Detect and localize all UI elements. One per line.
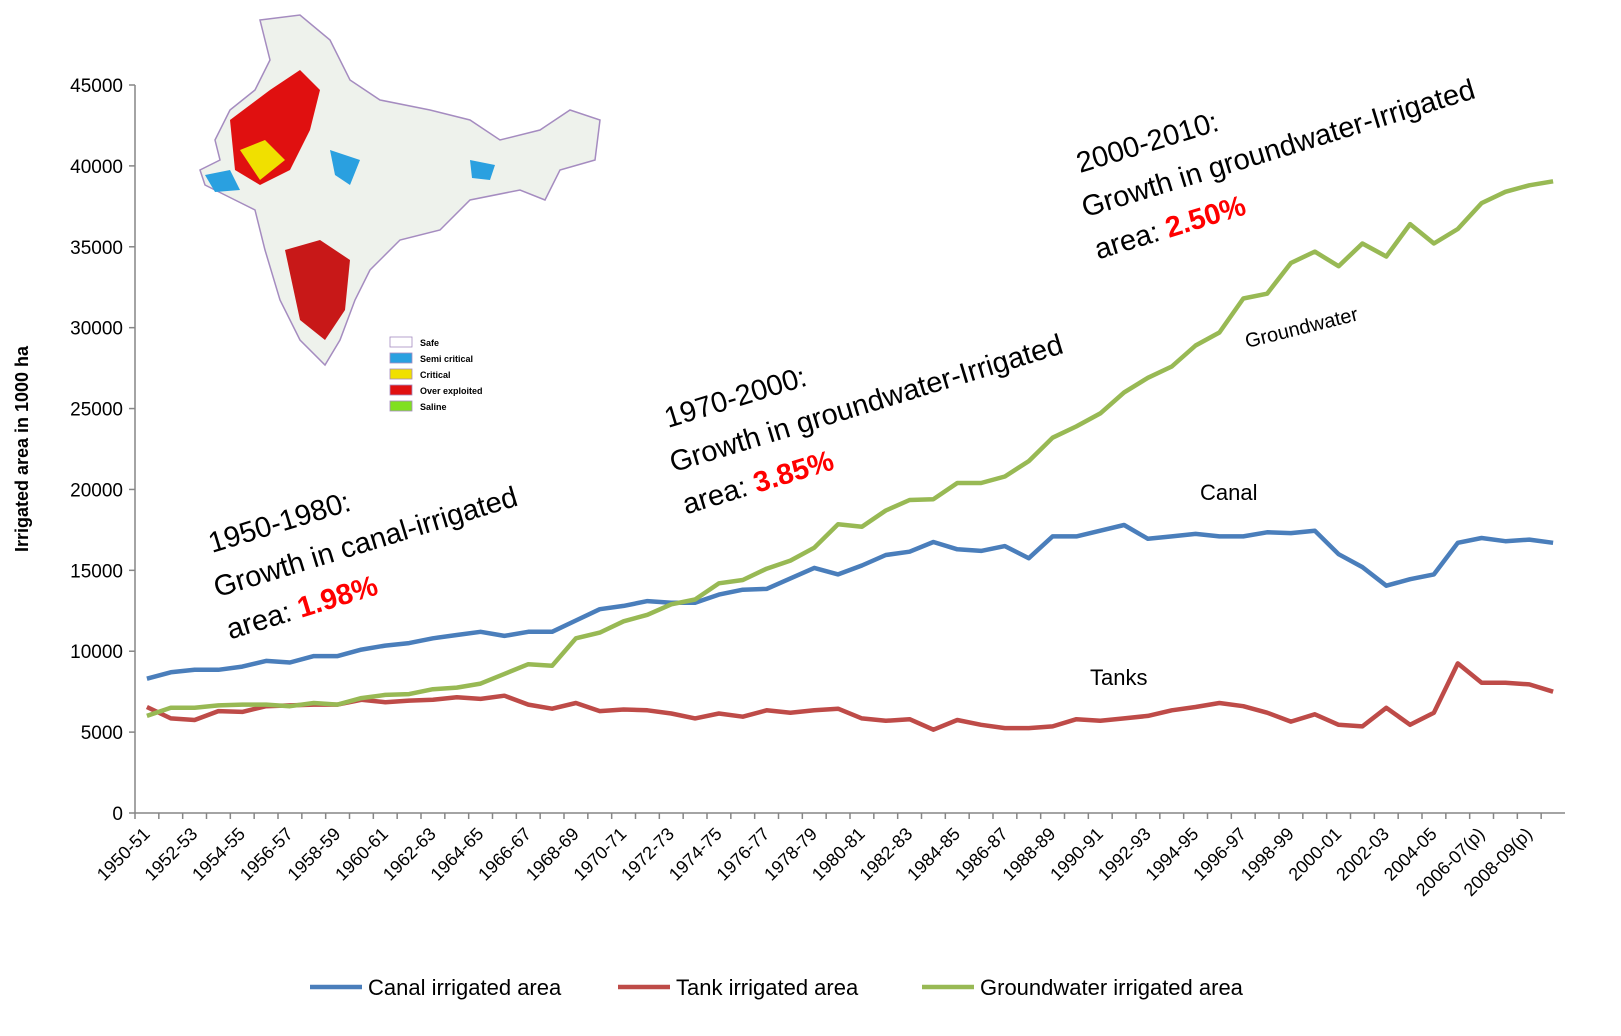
line-label: Tanks (1090, 665, 1147, 690)
y-tick-label: 45000 (70, 76, 123, 97)
map-region (470, 160, 495, 180)
legend-label: Canal irrigated area (368, 975, 562, 1000)
map-region (330, 150, 360, 185)
map-region (205, 170, 240, 192)
map-legend-swatch (389, 336, 413, 348)
y-tick-label: 35000 (70, 238, 123, 259)
map-legend-swatch (389, 400, 413, 412)
series-line (145, 661, 1554, 732)
line-label: Groundwater (1243, 303, 1361, 352)
series-line (146, 179, 1554, 719)
line-label: Canal (1200, 480, 1257, 505)
y-axis-label: Irrigated area in 1000 ha (12, 345, 32, 552)
annotation-rate-value: 1.98% (294, 570, 382, 625)
y-tick-label: 20000 (70, 480, 123, 501)
annotation-rate-label: area: (1091, 216, 1164, 266)
annotation-rate-label: area: (679, 471, 752, 521)
map-legend-swatch (389, 384, 413, 396)
map-legend-label: Safe (420, 338, 439, 348)
y-tick-label: 40000 (70, 157, 123, 178)
map-legend-label: Saline (420, 402, 447, 412)
annotation-rate-label: area: (223, 596, 296, 646)
annotation-rate-value: 2.50% (1162, 190, 1250, 245)
annotation: 2000-2010:Growth in groundwater-Irrigate… (1073, 74, 1479, 266)
legend-label: Groundwater irrigated area (980, 975, 1244, 1000)
y-tick-label: 0 (112, 804, 123, 825)
series-line (146, 522, 1554, 681)
map-legend-swatch (389, 352, 413, 364)
y-tick-label: 15000 (70, 561, 123, 582)
y-tick-label: 5000 (81, 723, 123, 744)
map-shape (199, 14, 601, 367)
map-region (240, 140, 285, 180)
map-legend-swatch (389, 368, 413, 380)
y-tick-label: 10000 (70, 642, 123, 663)
map-inset (199, 14, 601, 367)
annotation: 1970-2000:Growth in groundwater-Irrigate… (661, 329, 1067, 521)
map-legend-label: Semi critical (420, 354, 473, 364)
annotation: 1950-1980:Growth in canal-irrigatedarea:… (205, 481, 522, 646)
annotation-rate-value: 3.85% (750, 445, 838, 500)
map-legend-label: Over exploited (420, 386, 483, 396)
legend-label: Tank irrigated area (676, 975, 859, 1000)
map-legend-label: Critical (420, 370, 451, 380)
y-tick-label: 25000 (70, 400, 123, 421)
map-region (285, 240, 350, 340)
y-tick-label: 30000 (70, 319, 123, 340)
